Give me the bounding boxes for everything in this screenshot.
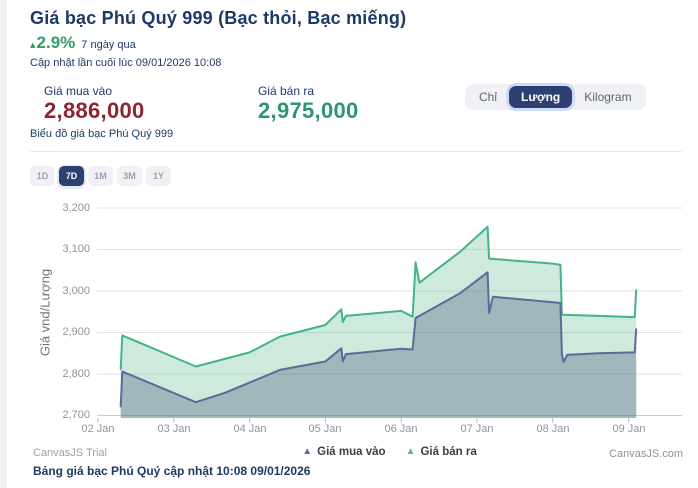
y-tick-3200: 3,200 <box>62 202 90 214</box>
x-tick-06jan: 06 Jan <box>384 423 418 435</box>
y-tick-2700: 2,700 <box>62 409 90 421</box>
change-period: 7 ngày qua <box>81 39 136 51</box>
range-button-7d[interactable]: 7D <box>59 166 84 186</box>
x-tick-09jan: 09 Jan <box>612 423 646 435</box>
legend-buy-marker-icon: ▲ <box>302 446 313 457</box>
legend-sell-label: Giá bán ra <box>420 446 477 458</box>
price-change: ▴ 2.9% 7 ngày qua <box>30 33 136 53</box>
legend-buy-label: Giá mua vào <box>317 446 386 458</box>
legend-sell-marker-icon: ▲ <box>405 446 416 457</box>
divider <box>30 151 682 152</box>
range-button-1d[interactable]: 1D <box>30 166 55 186</box>
sell-price-value: 2,975,000 <box>258 98 359 123</box>
legend-item-buy[interactable]: ▲ Giá mua vào <box>302 446 385 458</box>
y-axis-title: Giá vnd/Lượng <box>37 268 53 357</box>
page-edge-strip <box>0 0 7 488</box>
change-percent: 2.9% <box>36 33 76 52</box>
x-tick-02jan: 02 Jan <box>81 423 115 435</box>
chart-legend: ▲ Giá mua vào ▲ Giá bán ra <box>97 446 682 458</box>
range-selector: 1D 7D 1M 3M 1Y <box>30 166 171 186</box>
unit-option-chi[interactable]: Chỉ <box>467 86 509 108</box>
unit-option-kilogram[interactable]: Kilogram <box>572 86 643 108</box>
x-tick-05jan: 05 Jan <box>308 423 342 435</box>
buy-price-value: 2,886,000 <box>44 98 145 123</box>
y-tick-3100: 3,100 <box>62 243 90 255</box>
range-button-1m[interactable]: 1M <box>88 166 113 186</box>
y-tick-2800: 2,800 <box>62 368 90 380</box>
canvasjs-credit-link[interactable]: CanvasJS.com <box>609 448 683 460</box>
x-tick-07jan: 07 Jan <box>460 423 494 435</box>
y-tick-3000: 3,000 <box>62 285 90 297</box>
x-tick-03jan: 03 Jan <box>157 423 191 435</box>
buy-price-label: Giá mua vào <box>44 84 113 98</box>
legend-item-sell[interactable]: ▲ Giá bán ra <box>406 446 477 458</box>
unit-toggle: Chỉ Lượng Kilogram <box>465 84 646 110</box>
table-caption: Bảng giá bạc Phú Quý cập nhật 10:08 09/0… <box>33 464 311 478</box>
last-updated: Cập nhật lần cuối lúc 09/01/2026 10:08 <box>30 57 222 69</box>
sell-price-label: Giá bán ra <box>258 84 315 98</box>
range-button-3m[interactable]: 3M <box>117 166 142 186</box>
canvasjs-trial-watermark: CanvasJS Trial <box>33 447 107 459</box>
chart-subtitle: Biểu đồ giá bạc Phú Quý 999 <box>30 128 174 140</box>
up-arrow-icon: ▴ <box>30 39 36 51</box>
x-tick-04jan: 04 Jan <box>233 423 267 435</box>
y-tick-2900: 2,900 <box>62 326 90 338</box>
page-title: Giá bạc Phú Quý 999 (Bạc thỏi, Bạc miếng… <box>30 8 407 28</box>
x-tick-08jan: 08 Jan <box>536 423 570 435</box>
range-button-1y[interactable]: 1Y <box>146 166 171 186</box>
unit-option-luong[interactable]: Lượng <box>509 86 573 108</box>
